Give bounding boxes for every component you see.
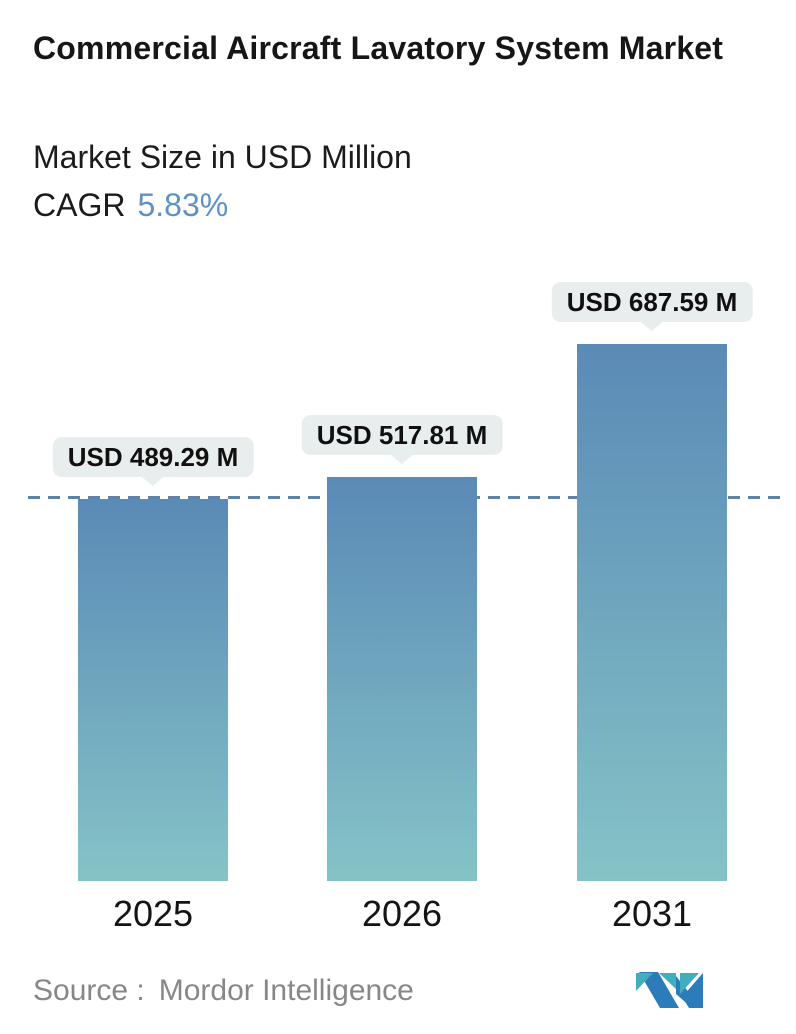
cagr-value: 5.83% bbox=[137, 187, 229, 223]
cagr-label: CAGR bbox=[33, 187, 126, 223]
value-bubble-2031: USD 687.59 M bbox=[551, 282, 753, 322]
bar-2031 bbox=[577, 344, 727, 881]
chart-title: Commercial Aircraft Lavatory System Mark… bbox=[33, 30, 724, 66]
year-label-2031: 2031 bbox=[611, 893, 693, 934]
source-label: Source : bbox=[33, 974, 145, 1007]
source-value: Mordor Intelligence bbox=[158, 974, 414, 1007]
year-label-2026: 2026 bbox=[361, 893, 443, 934]
source-text: Source : Mordor Intelligence bbox=[33, 974, 414, 1008]
bar-2026 bbox=[327, 477, 477, 881]
cagr-line: CAGR 5.83% bbox=[33, 187, 228, 224]
chart-subtitle: Market Size in USD Million bbox=[33, 139, 412, 175]
mordor-intelligence-logo bbox=[636, 972, 703, 1008]
value-bubble-2025: USD 489.29 M bbox=[52, 437, 254, 477]
value-bubble-2026: USD 517.81 M bbox=[301, 415, 503, 455]
bar-2025 bbox=[78, 499, 228, 881]
year-label-2025: 2025 bbox=[112, 893, 194, 934]
